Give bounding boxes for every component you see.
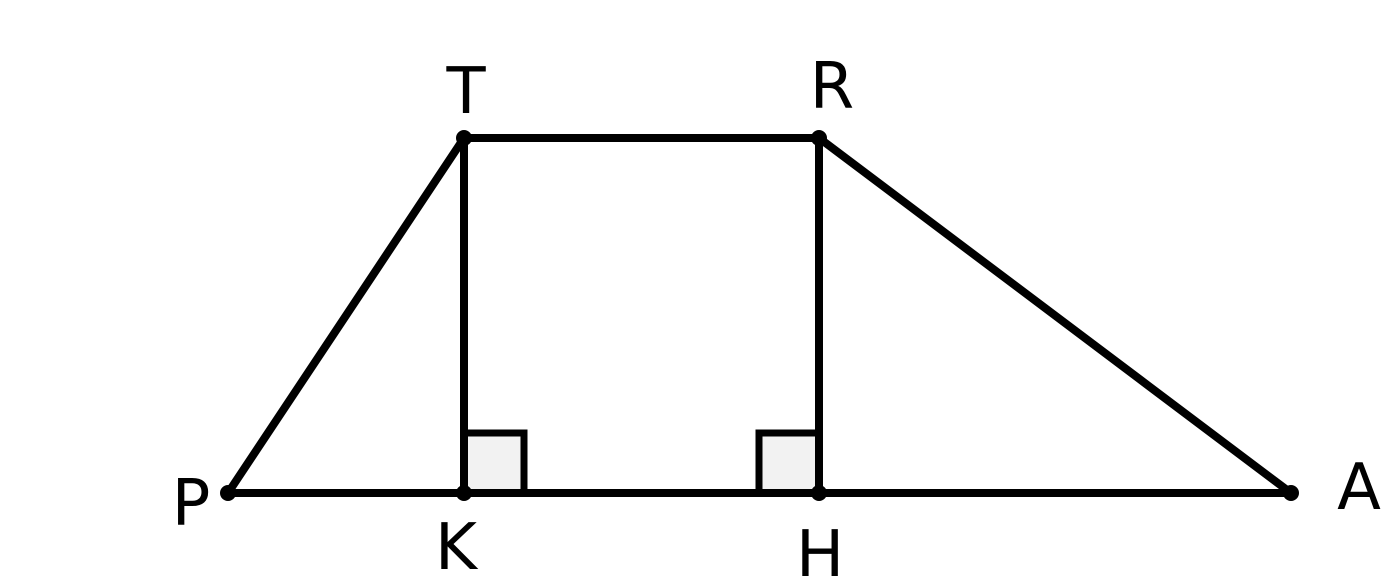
vertex-r bbox=[811, 130, 827, 146]
label-h: H bbox=[796, 518, 844, 586]
vertex-p bbox=[220, 485, 236, 501]
segment-ra bbox=[819, 138, 1291, 493]
label-a: A bbox=[1337, 451, 1381, 525]
right-angle-marker-h bbox=[759, 433, 819, 493]
vertex-t bbox=[456, 130, 472, 146]
vertex-a bbox=[1283, 485, 1299, 501]
vertex-k bbox=[456, 485, 472, 501]
label-r: R bbox=[810, 50, 854, 124]
right-angle-marker-k bbox=[464, 433, 524, 493]
label-t: T bbox=[445, 55, 486, 129]
label-k: K bbox=[435, 511, 479, 585]
vertex-h bbox=[811, 485, 827, 501]
label-p: P bbox=[172, 467, 211, 541]
segment-pt bbox=[228, 138, 464, 493]
